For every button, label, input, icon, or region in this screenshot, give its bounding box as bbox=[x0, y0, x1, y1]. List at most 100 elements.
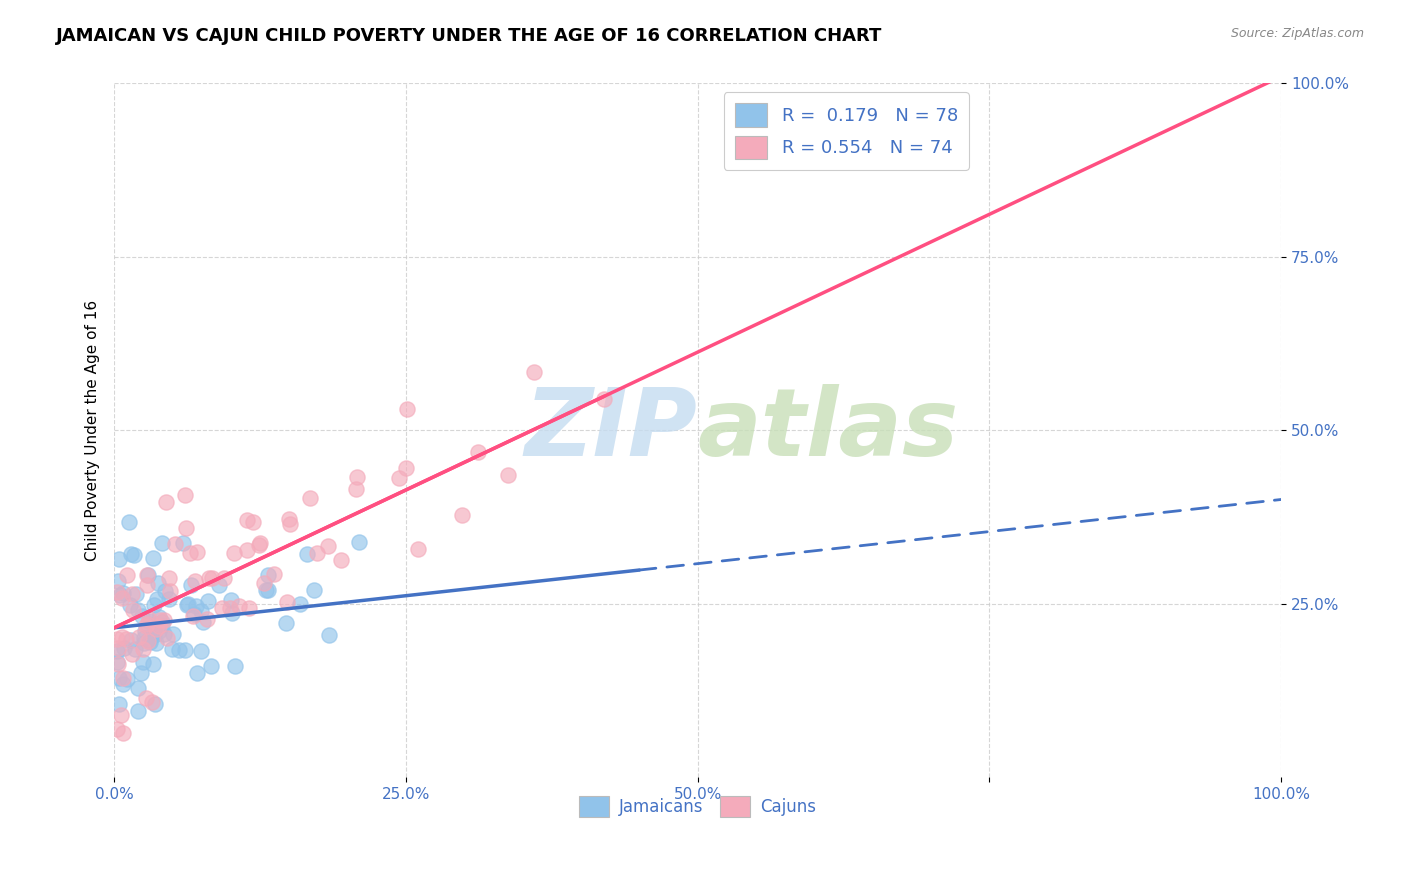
Point bbox=[395, 402, 418, 417]
Point bbox=[174, 521, 197, 535]
Point bbox=[112, 640, 135, 655]
Point bbox=[257, 567, 280, 582]
Point bbox=[112, 677, 135, 691]
Point bbox=[146, 592, 169, 607]
Point bbox=[148, 618, 170, 632]
Point bbox=[277, 512, 299, 526]
Point bbox=[115, 672, 138, 686]
Point bbox=[153, 613, 176, 627]
Point bbox=[145, 636, 167, 650]
Point bbox=[138, 612, 160, 626]
Point bbox=[395, 460, 418, 475]
Point bbox=[450, 508, 472, 522]
Point bbox=[148, 609, 170, 624]
Point bbox=[127, 704, 149, 718]
Point bbox=[263, 566, 285, 581]
Point bbox=[219, 593, 242, 607]
Point bbox=[107, 697, 129, 711]
Point bbox=[118, 598, 141, 612]
Point bbox=[190, 604, 212, 618]
Point bbox=[195, 612, 218, 626]
Point bbox=[110, 707, 132, 722]
Point bbox=[254, 582, 277, 597]
Point bbox=[388, 471, 411, 485]
Point bbox=[236, 542, 259, 557]
Point bbox=[112, 671, 135, 685]
Point bbox=[107, 574, 129, 588]
Point bbox=[134, 624, 156, 639]
Point bbox=[127, 603, 149, 617]
Point bbox=[193, 615, 215, 630]
Point bbox=[132, 655, 155, 669]
Point bbox=[120, 632, 142, 647]
Point bbox=[316, 539, 339, 553]
Point bbox=[211, 600, 233, 615]
Point bbox=[242, 515, 264, 529]
Point bbox=[290, 597, 312, 611]
Point bbox=[136, 616, 159, 631]
Point bbox=[155, 494, 177, 508]
Point bbox=[105, 655, 128, 669]
Point bbox=[344, 483, 367, 497]
Point bbox=[198, 571, 221, 585]
Point bbox=[122, 549, 145, 563]
Point bbox=[208, 578, 231, 592]
Point bbox=[160, 641, 183, 656]
Point bbox=[496, 467, 519, 482]
Point bbox=[157, 571, 180, 585]
Point bbox=[295, 548, 318, 562]
Legend: Jamaicans, Cajuns: Jamaicans, Cajuns bbox=[572, 789, 823, 824]
Point bbox=[180, 577, 202, 591]
Point bbox=[197, 594, 219, 608]
Point bbox=[111, 591, 134, 606]
Point bbox=[112, 586, 135, 600]
Point bbox=[221, 607, 243, 621]
Point bbox=[124, 641, 146, 656]
Point bbox=[135, 691, 157, 706]
Text: ZIP: ZIP bbox=[524, 384, 697, 476]
Point bbox=[150, 615, 173, 629]
Point bbox=[120, 547, 142, 561]
Point bbox=[115, 632, 138, 646]
Point bbox=[278, 517, 301, 532]
Point bbox=[138, 632, 160, 647]
Point bbox=[186, 665, 208, 680]
Point bbox=[249, 538, 271, 552]
Point bbox=[276, 595, 298, 609]
Point bbox=[176, 598, 198, 612]
Y-axis label: Child Poverty Under the Age of 16: Child Poverty Under the Age of 16 bbox=[86, 300, 100, 561]
Point bbox=[153, 627, 176, 641]
Point bbox=[143, 617, 166, 632]
Point bbox=[183, 607, 205, 621]
Point bbox=[132, 631, 155, 645]
Point bbox=[163, 537, 186, 551]
Point bbox=[111, 631, 134, 645]
Point bbox=[150, 618, 173, 632]
Point bbox=[143, 598, 166, 612]
Text: JAMAICAN VS CAJUN CHILD POVERTY UNDER THE AGE OF 16 CORRELATION CHART: JAMAICAN VS CAJUN CHILD POVERTY UNDER TH… bbox=[56, 27, 883, 45]
Point bbox=[139, 634, 162, 648]
Point bbox=[212, 571, 235, 585]
Point bbox=[330, 553, 353, 567]
Point bbox=[174, 643, 197, 657]
Point bbox=[146, 575, 169, 590]
Point bbox=[110, 588, 132, 602]
Point bbox=[108, 671, 131, 685]
Point bbox=[128, 630, 150, 644]
Point bbox=[105, 585, 128, 599]
Point bbox=[108, 552, 131, 566]
Point bbox=[318, 628, 340, 642]
Point bbox=[129, 666, 152, 681]
Point bbox=[117, 567, 139, 582]
Point bbox=[219, 600, 242, 615]
Text: Source: ZipAtlas.com: Source: ZipAtlas.com bbox=[1230, 27, 1364, 40]
Point bbox=[122, 602, 145, 616]
Point bbox=[162, 627, 184, 641]
Point bbox=[145, 622, 167, 636]
Point bbox=[155, 584, 177, 599]
Point bbox=[236, 513, 259, 527]
Point bbox=[150, 535, 173, 549]
Point bbox=[467, 445, 489, 459]
Point bbox=[148, 624, 170, 639]
Point bbox=[238, 601, 260, 615]
